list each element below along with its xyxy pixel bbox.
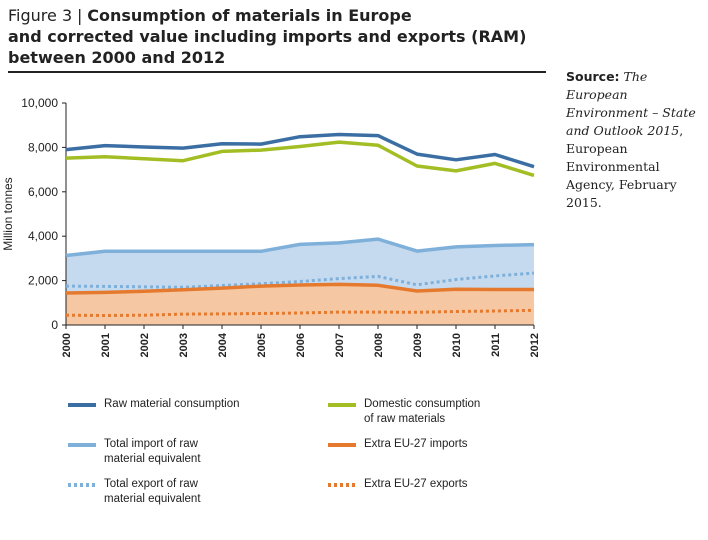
x-tick-label: 2003 bbox=[178, 333, 190, 357]
title-text-3: between 2000 and 2012 bbox=[8, 48, 226, 67]
legend-label: Raw material consumption bbox=[104, 397, 254, 412]
x-tick-label: 2001 bbox=[100, 333, 112, 357]
series-line-extra-exports bbox=[65, 308, 535, 317]
legend-item: Total import of raw material equivalent bbox=[68, 437, 254, 467]
legend-label-line2: of raw materials bbox=[364, 413, 446, 425]
legend-swatch bbox=[68, 403, 96, 407]
x-tick-label: 2005 bbox=[256, 333, 268, 357]
x-tick-label: 2012 bbox=[529, 333, 541, 357]
series-line-raw-material-consumption bbox=[65, 132, 535, 169]
legend-label-line2: material equivalent bbox=[104, 453, 201, 465]
x-tick-label: 2002 bbox=[139, 333, 151, 357]
y-tick-label: 2,000 bbox=[28, 274, 58, 288]
source-rest: , European Environmental Agency, Februar… bbox=[566, 123, 684, 210]
figure-title: Figure 3 | Consumption of materials in E… bbox=[8, 5, 548, 68]
legend-label: Extra EU-27 exports bbox=[364, 477, 514, 492]
figure-label: Figure 3 bbox=[8, 6, 73, 25]
legend-swatch bbox=[328, 483, 356, 487]
x-tick-label: 2008 bbox=[373, 333, 385, 357]
legend-item: Domestic consumption of raw materials bbox=[328, 397, 514, 427]
legend-label-line1: Extra EU-27 exports bbox=[364, 478, 468, 490]
x-tick-label: 2007 bbox=[334, 333, 346, 357]
legend-label-line1: Total import of raw bbox=[104, 438, 198, 450]
y-tick-label: 10,000 bbox=[21, 96, 58, 110]
title-text-1: Consumption of materials in Europe bbox=[87, 6, 412, 25]
series-line-total-import bbox=[65, 237, 535, 258]
legend-label: Extra EU-27 imports bbox=[364, 437, 514, 452]
y-tick-label: 6,000 bbox=[28, 185, 58, 199]
x-tick-label: 2009 bbox=[412, 333, 424, 357]
legend-label: Total import of raw material equivalent bbox=[104, 437, 254, 467]
legend-label-line1: Domestic consumption bbox=[364, 398, 481, 410]
legend-label-line1: Total export of raw bbox=[104, 478, 198, 490]
legend-item: Raw material consumption bbox=[68, 397, 254, 412]
series-line-total-export bbox=[65, 271, 535, 289]
title-line-3: between 2000 and 2012 bbox=[8, 47, 548, 68]
legend-swatch bbox=[68, 443, 96, 447]
series-line-extra-imports bbox=[65, 282, 534, 295]
legend-label-line2: material equivalent bbox=[104, 493, 201, 505]
title-rule bbox=[8, 71, 546, 73]
source-note: Source: The European Environment – State… bbox=[566, 68, 706, 212]
x-tick-label: 2010 bbox=[451, 333, 463, 357]
legend-item: Extra EU-27 exports bbox=[328, 477, 514, 492]
legend-item: Extra EU-27 imports bbox=[328, 437, 514, 452]
legend-label-line1: Raw material consumption bbox=[104, 398, 240, 410]
y-tick-label: 4,000 bbox=[28, 229, 58, 243]
title-line-2: and corrected value including imports an… bbox=[8, 26, 548, 47]
x-tick-label: 2011 bbox=[490, 333, 502, 357]
legend-item: Total export of raw material equivalent bbox=[68, 477, 254, 507]
x-tick-label: 2006 bbox=[295, 333, 307, 357]
source-label: Source: bbox=[566, 69, 620, 84]
title-line-1: Figure 3 | Consumption of materials in E… bbox=[8, 5, 548, 26]
legend-label: Total export of raw material equivalent bbox=[104, 477, 254, 507]
x-tick-label: 2000 bbox=[61, 333, 73, 357]
legend-label-line1: Extra EU-27 imports bbox=[364, 438, 468, 450]
legend-swatch bbox=[328, 403, 356, 407]
x-tick-label: 2004 bbox=[217, 332, 229, 357]
figure-separator: | bbox=[77, 6, 83, 25]
y-tick-label: 0 bbox=[51, 318, 58, 332]
legend-label: Domestic consumption of raw materials bbox=[364, 397, 514, 427]
series-line-domestic-consumption bbox=[65, 140, 535, 178]
legend-swatch bbox=[68, 483, 96, 487]
y-tick-label: 8,000 bbox=[28, 140, 58, 154]
legend-swatch bbox=[328, 443, 356, 447]
title-text-2: and corrected value including imports an… bbox=[8, 27, 527, 46]
y-axis-label: Million tonnes bbox=[1, 177, 15, 250]
source-italic: The European Environment – State and Out… bbox=[566, 69, 696, 138]
